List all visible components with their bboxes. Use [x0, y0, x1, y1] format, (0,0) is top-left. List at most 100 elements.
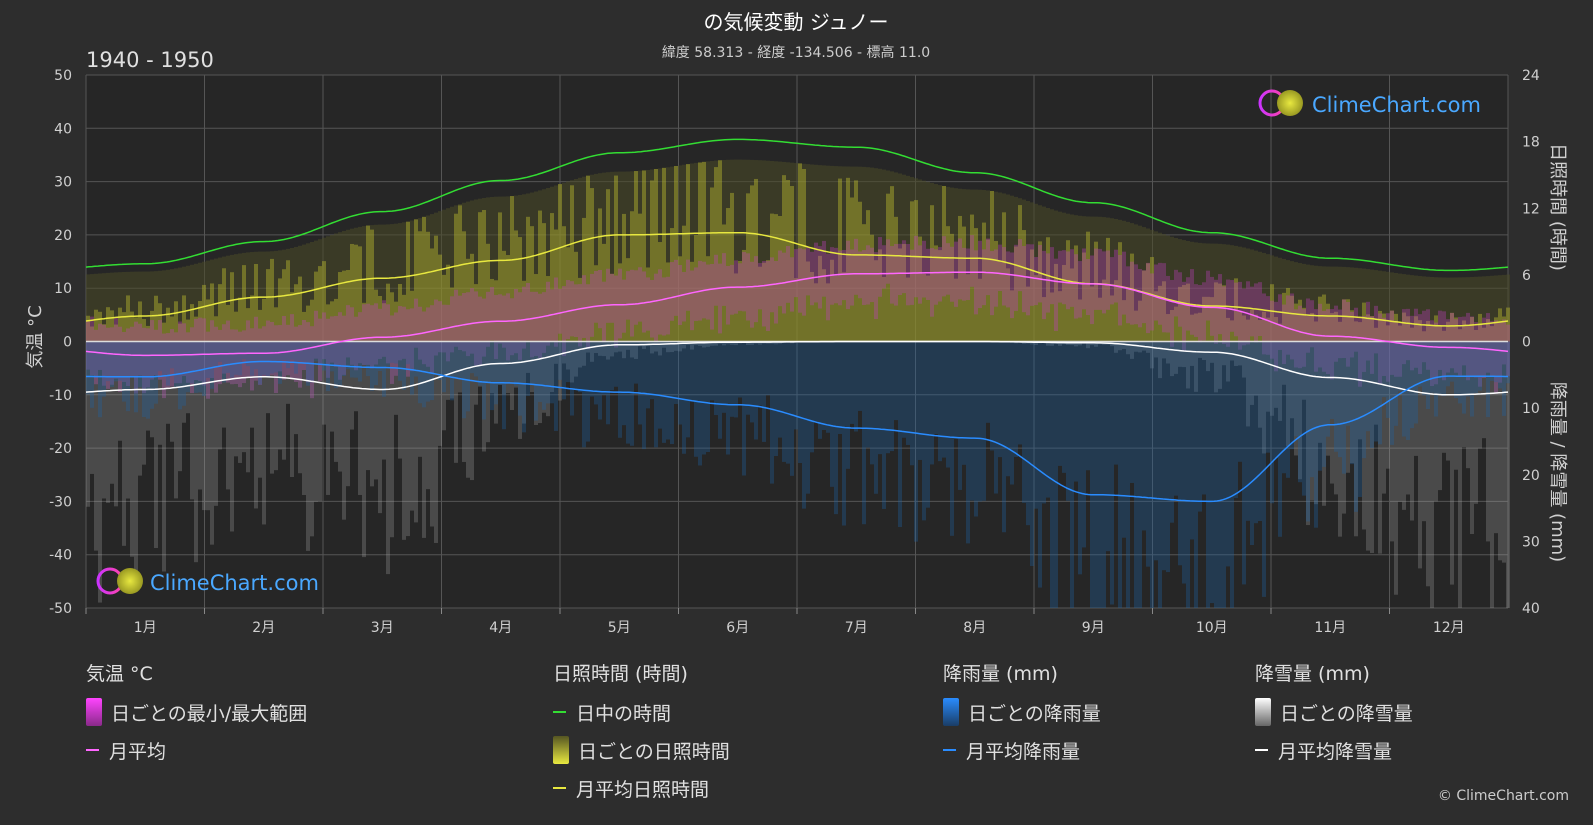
daily-snow-bar	[218, 341, 222, 450]
daily-daylight-bar	[1490, 275, 1494, 342]
daily-temp-range-bar	[814, 242, 818, 303]
daily-rain-bar	[702, 341, 706, 455]
daily-temp-range-bar	[558, 288, 562, 334]
daily-daylight-bar	[530, 192, 534, 342]
daily-temp-range-bar	[1058, 250, 1062, 303]
daily-snow-bar	[378, 341, 382, 514]
daily-sunshine-bar	[1286, 288, 1290, 342]
daily-rain-bar	[342, 341, 346, 376]
daily-sunshine-bar	[1402, 312, 1406, 342]
daily-sunshine-bar	[122, 312, 126, 342]
month-label: 8月	[963, 620, 986, 636]
daily-sunshine-bar	[450, 287, 454, 342]
daily-daylight-bar	[1262, 252, 1266, 342]
daily-temp-range-bar	[914, 235, 918, 298]
daily-temp-range-bar	[434, 299, 438, 356]
daily-sunshine-bar	[650, 180, 654, 342]
daily-daylight-bar	[806, 164, 810, 342]
daily-rain-bar	[1374, 341, 1378, 442]
daily-snow-bar	[406, 341, 410, 537]
daily-sunshine-bar	[422, 216, 426, 342]
daily-sunshine-bar	[842, 272, 846, 342]
daily-snow-bar	[1450, 341, 1454, 585]
daily-daylight-bar	[146, 271, 150, 342]
daily-sunshine-bar	[790, 186, 794, 342]
daily-daylight-bar	[1322, 266, 1326, 342]
daily-snow-bar	[538, 341, 542, 424]
daily-sunshine-bar	[214, 316, 218, 342]
daily-rain-bar	[782, 341, 786, 462]
daily-snow-bar	[654, 341, 658, 352]
daily-daylight-bar	[666, 167, 670, 342]
daily-daylight-bar	[1234, 245, 1238, 342]
daily-daylight-bar	[754, 160, 758, 342]
daily-daylight-bar	[674, 166, 678, 342]
daily-temp-range-bar	[162, 333, 166, 399]
daily-daylight-bar	[1430, 277, 1434, 342]
daily-rain-bar	[1214, 341, 1218, 608]
daily-sunshine-bar	[1426, 320, 1430, 342]
daily-snow-bar	[126, 341, 130, 499]
daily-snow-bar	[366, 341, 370, 471]
daily-rain-bar	[974, 341, 978, 517]
daily-snow-bar	[666, 341, 670, 353]
daily-sunshine-bar	[686, 164, 690, 342]
daily-snow-bar	[1394, 341, 1398, 595]
daily-temp-range-bar	[258, 328, 262, 385]
daily-temp-range-bar	[1134, 264, 1138, 325]
daily-snow-bar	[1190, 341, 1194, 366]
daily-temp-range-bar	[346, 305, 350, 358]
daily-snow-bar	[698, 341, 702, 346]
daily-daylight-bar	[1394, 272, 1398, 342]
daily-daylight-bar	[1310, 265, 1314, 342]
daily-daylight-bar	[374, 224, 378, 342]
daily-daylight-bar	[678, 165, 682, 342]
daily-snow-bar	[1454, 341, 1458, 470]
daily-temp-range-bar	[1106, 250, 1110, 310]
daily-temp-range-bar	[122, 331, 126, 382]
daily-rain-bar	[174, 341, 178, 387]
daily-daylight-bar	[1238, 246, 1242, 342]
daily-sunshine-bar	[1162, 281, 1166, 342]
daily-daylight-bar	[526, 193, 530, 342]
daily-temp-range-bar	[1214, 279, 1218, 344]
daily-sunshine-bar	[1278, 323, 1282, 342]
daily-sunshine-bar	[1114, 280, 1118, 342]
daily-daylight-bar	[698, 162, 702, 342]
daily-temp-range-bar	[102, 324, 106, 386]
daily-temp-range-bar	[1054, 258, 1058, 331]
daily-snow-bar	[202, 341, 206, 511]
daily-temp-range-bar	[786, 246, 790, 303]
daily-rain-bar	[1102, 341, 1106, 608]
daily-temp-range-bar	[266, 320, 270, 377]
daily-temp-range-bar	[1238, 281, 1242, 350]
daily-daylight-bar	[410, 220, 414, 342]
daily-daylight-bar	[1354, 267, 1358, 342]
daily-daylight-bar	[794, 163, 798, 342]
daily-sunshine-bar	[1010, 290, 1014, 342]
daily-rain-bar	[594, 341, 598, 405]
daily-temp-range-bar	[1062, 250, 1066, 305]
daily-rain-bar	[854, 341, 858, 432]
daily-rain-bar	[394, 341, 398, 364]
daily-rain-bar	[1174, 341, 1178, 496]
daily-temp-range-bar	[98, 323, 102, 370]
daily-daylight-bar	[850, 166, 854, 342]
daily-daylight-bar	[822, 165, 826, 342]
daily-sunshine-bar	[454, 213, 458, 342]
daily-daylight-bar	[1502, 274, 1506, 342]
daily-temp-range-bar	[438, 301, 442, 353]
daily-daylight-bar	[594, 173, 598, 342]
daily-snow-bar	[342, 341, 346, 520]
daily-rain-bar	[226, 341, 230, 373]
daily-snow-bar	[1446, 341, 1450, 461]
daily-rain-bar	[598, 341, 602, 420]
daily-sunshine-bar	[102, 324, 106, 342]
daily-temp-range-bar	[834, 247, 838, 304]
daily-sunshine-bar	[118, 307, 122, 342]
daily-sunshine-bar	[762, 262, 766, 342]
daily-snow-bar	[1482, 341, 1486, 439]
daily-daylight-bar	[362, 226, 366, 342]
daily-rain-bar	[754, 341, 758, 440]
daily-temp-range-bar	[494, 295, 498, 359]
